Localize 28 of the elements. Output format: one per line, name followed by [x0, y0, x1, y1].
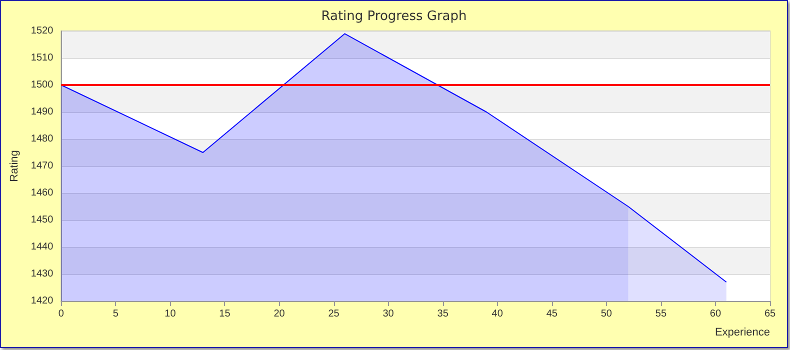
- y-tick-label: 1420: [30, 296, 54, 306]
- y-tick-label: 1470: [30, 160, 54, 172]
- y-tick-label: 1440: [30, 242, 54, 252]
- y-tick-label: 1480: [30, 134, 54, 144]
- y-tick-label: 1490: [30, 106, 54, 118]
- x-tick-label: 45: [546, 308, 558, 320]
- x-tick-label: 40: [492, 308, 504, 320]
- x-tick-label: 35: [437, 308, 449, 320]
- x-tick-label: 0: [58, 308, 64, 320]
- y-tick-label: 1500: [30, 80, 54, 90]
- x-axis-title: Experience: [714, 326, 770, 338]
- x-tick-label: 5: [112, 308, 119, 320]
- y-tick-label: 1510: [30, 52, 54, 64]
- x-tick-label: 65: [764, 308, 776, 320]
- y-tick-label: 1460: [30, 188, 54, 198]
- y-tick-label: 1450: [30, 214, 54, 226]
- x-tick-label: 55: [655, 308, 667, 320]
- chart-title: Rating Progress Graph: [321, 9, 467, 24]
- x-tick-label: 10: [164, 308, 176, 320]
- y-axis-title: Rating: [8, 150, 20, 182]
- x-tick-label: 50: [600, 308, 612, 320]
- x-tick-label: 15: [219, 308, 231, 320]
- y-tick-label: 1430: [30, 268, 54, 280]
- y-tick-label: 1520: [30, 26, 54, 36]
- x-tick-label: 25: [328, 308, 340, 320]
- x-tick-label: 20: [274, 308, 286, 320]
- x-tick-label: 60: [710, 308, 722, 320]
- x-tick-label: 30: [382, 308, 394, 320]
